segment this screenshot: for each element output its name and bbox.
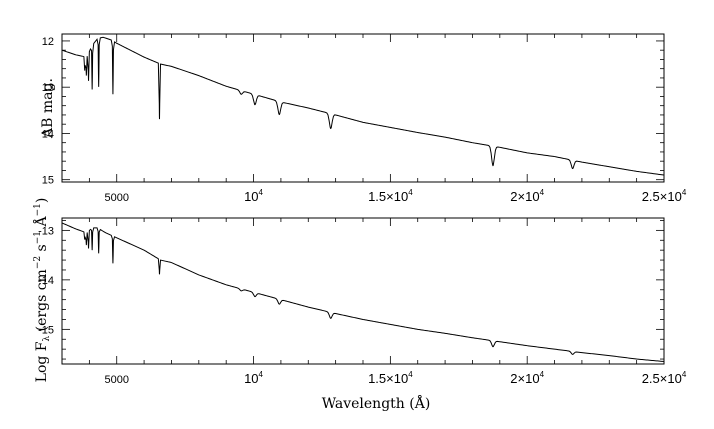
bottom-y-axis-title-sup3: −1 xyxy=(33,203,43,216)
bottom-y-tick-label: -14 xyxy=(38,275,54,287)
bottom-x-tick-label-base: 5000 xyxy=(104,374,128,386)
top-x-tick-label-base: 1.5×10 xyxy=(368,189,408,204)
bottom-x-tick-label: 2×104 xyxy=(510,370,544,386)
top-y-tick-label: 15 xyxy=(42,175,54,187)
bottom-x-tick-label: 2.5×104 xyxy=(642,370,687,386)
bottom-y-axis-title: Log Fλ (ergs cm−2 s−1 Å−1) xyxy=(32,198,52,383)
top-y-axis-title: AB mag. xyxy=(40,78,56,139)
top-x-tick-label: 2.5×104 xyxy=(642,188,687,204)
top-x-tick-label-exp: 4 xyxy=(682,188,687,197)
bottom-x-tick-label-base: 1.5×10 xyxy=(368,371,408,386)
bottom-y-axis-title-close: ) xyxy=(34,198,50,203)
top-x-tick-label-exp: 4 xyxy=(540,188,545,197)
bottom-x-tick-label-exp: 4 xyxy=(408,370,413,379)
bottom-x-tick-label-base: 2×10 xyxy=(510,371,539,386)
top-spectrum-line xyxy=(61,36,665,176)
top-x-tick-label: 5000 xyxy=(104,192,128,204)
bottom-y-axis-title-main: Log F xyxy=(34,341,50,382)
bottom-x-tick-label-exp: 4 xyxy=(540,370,545,379)
top-x-tick-label: 1.5×104 xyxy=(368,188,413,204)
bottom-x-tick-label-base: 10 xyxy=(244,371,258,386)
top-x-tick-label: 104 xyxy=(244,188,263,204)
bottom-y-axis-title-end: Å xyxy=(32,216,50,231)
top-y-tick-label: 12 xyxy=(42,36,54,48)
bottom-y-axis-title-sup2: −1 xyxy=(33,231,43,244)
top-x-tick-label-base: 2×10 xyxy=(510,189,539,204)
bottom-y-axis-title-mid: s xyxy=(34,244,50,256)
bottom-y-axis-title-sub: λ xyxy=(42,335,52,341)
top-x-tick-label-base: 5000 xyxy=(104,192,128,204)
bottom-x-tick-label: 104 xyxy=(244,370,263,386)
bottom-plot-frame xyxy=(61,217,665,365)
bottom-x-tick-label-base: 2.5×10 xyxy=(642,371,682,386)
bottom-panel: 5000 104 1.5×104 2×104 2.5×104-13-14-15 xyxy=(38,217,687,386)
top-x-tick-label-exp: 4 xyxy=(259,188,264,197)
top-x-tick-label: 2×104 xyxy=(510,188,544,204)
top-y-tick-label: 14 xyxy=(42,128,54,140)
bottom-y-tick-label: -13 xyxy=(38,225,54,237)
bottom-spectrum-line xyxy=(61,222,665,363)
bottom-y-tick-label: -15 xyxy=(38,324,54,336)
bottom-x-tick-label: 5000 xyxy=(104,374,128,386)
top-y-tick-label: 13 xyxy=(42,82,54,94)
x-axis-title: Wavelength (Å) xyxy=(322,394,431,412)
bottom-x-tick-label-exp: 4 xyxy=(682,370,687,379)
top-x-tick-label-base: 10 xyxy=(244,189,258,204)
bottom-y-axis-title-units: (ergs cm xyxy=(34,269,50,336)
bottom-y-axis-title-sup1: −2 xyxy=(33,256,43,269)
top-plot-frame xyxy=(61,33,665,183)
top-x-tick-label-exp: 4 xyxy=(408,188,413,197)
top-x-tick-label-base: 2.5×10 xyxy=(642,189,682,204)
bottom-x-tick-label-exp: 4 xyxy=(259,370,264,379)
bottom-x-tick-label: 1.5×104 xyxy=(368,370,413,386)
